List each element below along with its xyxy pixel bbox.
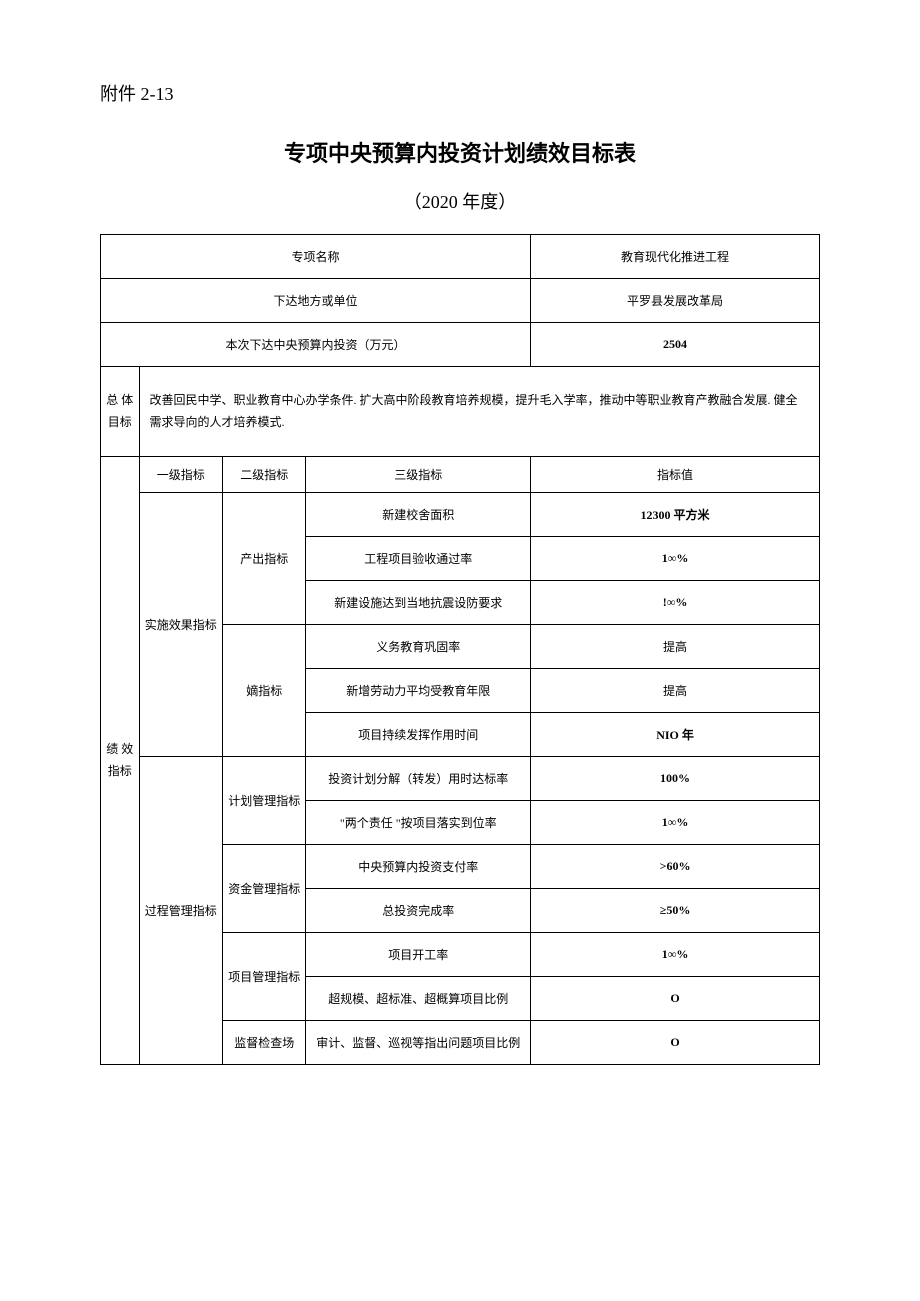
header-label: 下达地方或单位 — [101, 279, 531, 323]
level3-indicator: 总投资完成率 — [306, 889, 531, 933]
col-header-val: 指标值 — [531, 457, 820, 493]
level2-indicator: 监督检查场 — [222, 1021, 305, 1065]
indicator-value: !∞% — [531, 581, 820, 625]
page-title: 专项中央预算内投资计划绩效目标表 — [100, 136, 820, 168]
level3-indicator: 新建校舍面积 — [306, 493, 531, 537]
col-header-l1: 一级指标 — [139, 457, 222, 493]
level2-indicator: 嫡指标 — [222, 625, 305, 757]
indicator-value: 1∞% — [531, 933, 820, 977]
indicator-value: 1∞% — [531, 537, 820, 581]
indicator-value: 提高 — [531, 625, 820, 669]
level2-indicator: 产出指标 — [222, 493, 305, 625]
level3-indicator: 投资计划分解（转发）用时达标率 — [306, 757, 531, 801]
performance-table: 专项名称教育现代化推进工程下达地方或单位平罗县发展改革局本次下达中央预算内投资（… — [100, 234, 820, 1065]
header-value: 2504 — [531, 323, 820, 367]
level3-indicator: "两个责任 "按项目落实到位率 — [306, 801, 531, 845]
indicator-value: O — [531, 977, 820, 1021]
indicator-value: 100% — [531, 757, 820, 801]
attachment-number: 附件 2-13 — [100, 80, 820, 106]
overall-text: 改善回民中学、职业教育中心办学条件. 扩大高中阶段教育培养规模，提升毛入学率，推… — [139, 367, 819, 457]
level3-indicator: 义务教育巩固率 — [306, 625, 531, 669]
level2-indicator: 项目管理指标 — [222, 933, 305, 1021]
overall-label: 总 体目标 — [101, 367, 140, 457]
level3-indicator: 超规模、超标准、超概算项目比例 — [306, 977, 531, 1021]
col-header-l2: 二级指标 — [222, 457, 305, 493]
indicator-value: 1∞% — [531, 801, 820, 845]
level3-indicator: 中央预算内投资支付率 — [306, 845, 531, 889]
performance-label: 绩 效指标 — [101, 457, 140, 1065]
level1-indicator: 实施效果指标 — [139, 493, 222, 757]
level2-indicator: 计划管理指标 — [222, 757, 305, 845]
level3-indicator: 工程项目验收通过率 — [306, 537, 531, 581]
header-value: 教育现代化推进工程 — [531, 235, 820, 279]
level3-indicator: 项目开工率 — [306, 933, 531, 977]
level3-indicator: 项目持续发挥作用时间 — [306, 713, 531, 757]
indicator-value: NIO 年 — [531, 713, 820, 757]
level3-indicator: 新增劳动力平均受教育年限 — [306, 669, 531, 713]
level3-indicator: 新建设施达到当地抗震设防要求 — [306, 581, 531, 625]
indicator-value: 12300 平方米 — [531, 493, 820, 537]
indicator-value: O — [531, 1021, 820, 1065]
level1-indicator: 过程管理指标 — [139, 757, 222, 1065]
indicator-value: 提高 — [531, 669, 820, 713]
header-value: 平罗县发展改革局 — [531, 279, 820, 323]
header-label: 本次下达中央预算内投资（万元） — [101, 323, 531, 367]
indicator-value: >60% — [531, 845, 820, 889]
indicator-value: ≥50% — [531, 889, 820, 933]
level2-indicator: 资金管理指标 — [222, 845, 305, 933]
header-label: 专项名称 — [101, 235, 531, 279]
level3-indicator: 审计、监督、巡视等指出问题项目比例 — [306, 1021, 531, 1065]
page-subtitle: （2020 年度） — [100, 188, 820, 214]
col-header-l3: 三级指标 — [306, 457, 531, 493]
